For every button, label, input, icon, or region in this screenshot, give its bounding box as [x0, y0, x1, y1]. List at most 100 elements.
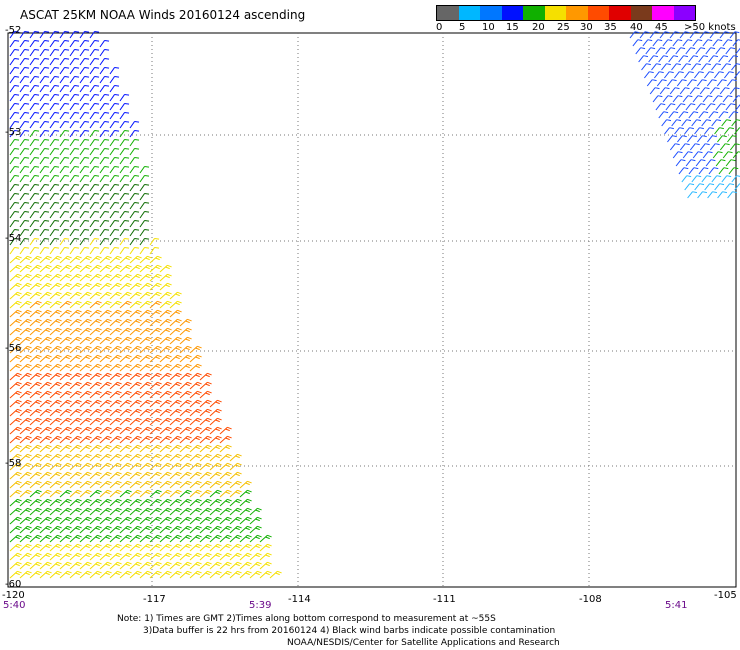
wind-barb	[129, 561, 142, 570]
wind-barb	[9, 183, 20, 192]
wind-barb	[724, 127, 734, 135]
wind-barb	[19, 291, 32, 300]
wind-barb	[99, 156, 110, 165]
wind-barb	[39, 309, 52, 318]
wind-barb	[99, 507, 112, 516]
wind-barb	[79, 174, 90, 183]
wind-barb	[69, 318, 82, 327]
wind-barb	[169, 390, 182, 399]
wind-barb	[209, 489, 222, 498]
wind-barb	[159, 336, 172, 345]
lon-label: -111	[433, 594, 456, 605]
wind-barb	[687, 191, 698, 199]
wind-barb	[19, 489, 32, 498]
wind-barb	[109, 327, 122, 336]
wind-barb	[49, 30, 60, 39]
wind-barb	[39, 120, 50, 129]
wind-barb	[39, 282, 52, 291]
wind-barb	[139, 165, 150, 174]
wind-barb	[119, 120, 130, 129]
wind-barb	[129, 327, 142, 336]
wind-barb	[189, 417, 202, 426]
wind-barb	[179, 381, 192, 390]
wind-barb	[667, 135, 677, 143]
wind-barb	[29, 525, 42, 534]
wind-barb	[249, 570, 262, 579]
wind-barb	[109, 363, 122, 372]
wind-barb	[169, 381, 182, 390]
wind-barb	[727, 191, 738, 199]
wind-barb	[159, 480, 172, 489]
wind-barb	[698, 111, 709, 119]
wind-barb	[159, 399, 172, 408]
wind-barb	[19, 30, 30, 39]
wind-barb	[9, 111, 20, 120]
wind-barb	[702, 95, 713, 103]
wind-barb	[99, 426, 112, 435]
wind-barb	[89, 444, 102, 453]
lon-label: -105	[714, 590, 737, 601]
wind-barb	[149, 570, 162, 579]
wind-barb	[79, 426, 92, 435]
wind-barb	[169, 453, 182, 462]
wind-barb	[169, 561, 182, 570]
wind-barb	[694, 183, 705, 191]
wind-barb	[29, 507, 42, 516]
wind-barb	[59, 318, 72, 327]
wind-barb	[199, 480, 212, 489]
wind-barb	[69, 453, 82, 462]
wind-barb	[19, 354, 32, 363]
wind-barb	[29, 75, 40, 84]
wind-barb	[99, 84, 110, 93]
wind-barb	[139, 219, 150, 228]
wind-barb	[9, 165, 20, 174]
wind-barb	[29, 219, 40, 228]
wind-barb	[139, 507, 152, 516]
wind-barb	[99, 345, 112, 354]
wind-barb	[129, 264, 142, 273]
wind-barb	[189, 390, 202, 399]
wind-barb	[655, 47, 666, 55]
wind-barb	[39, 345, 52, 354]
wind-barb	[129, 291, 142, 300]
wind-barb	[9, 507, 22, 516]
wind-barb	[89, 264, 102, 273]
wind-barb	[119, 183, 130, 192]
wind-barb	[149, 372, 162, 381]
wind-barb	[9, 48, 20, 57]
wind-barb	[239, 525, 252, 534]
wind-barb	[19, 93, 30, 102]
wind-barb	[59, 102, 70, 111]
wind-barb	[19, 381, 32, 390]
wind-barb	[39, 300, 52, 309]
wind-barb	[129, 174, 140, 183]
wind-barb	[695, 47, 706, 55]
wind-barb	[29, 273, 42, 282]
wind-barb	[189, 345, 202, 354]
wind-barb	[179, 399, 192, 408]
wind-barb	[109, 192, 120, 201]
time-label: 5:40	[3, 600, 26, 611]
wind-barbs-left-swath	[9, 30, 282, 579]
wind-barb	[119, 480, 132, 489]
wind-barb	[676, 79, 687, 87]
wind-barb	[9, 525, 22, 534]
wind-barb	[89, 336, 102, 345]
wind-barb	[199, 453, 212, 462]
wind-barb	[39, 183, 50, 192]
wind-barb	[109, 471, 122, 480]
wind-barb	[59, 66, 70, 75]
lat-label: -60	[5, 579, 22, 590]
wind-barb	[9, 534, 22, 543]
wind-color-swatch	[609, 6, 631, 20]
wind-barb	[89, 39, 100, 48]
wind-barb	[672, 151, 683, 159]
wind-barb	[109, 462, 122, 471]
wind-barb	[19, 372, 32, 381]
wind-barb	[99, 57, 110, 66]
wind-barb	[99, 282, 112, 291]
wind-barb	[179, 516, 192, 525]
wind-barb	[49, 354, 62, 363]
wind-barb	[29, 165, 40, 174]
wind-barb	[139, 462, 152, 471]
